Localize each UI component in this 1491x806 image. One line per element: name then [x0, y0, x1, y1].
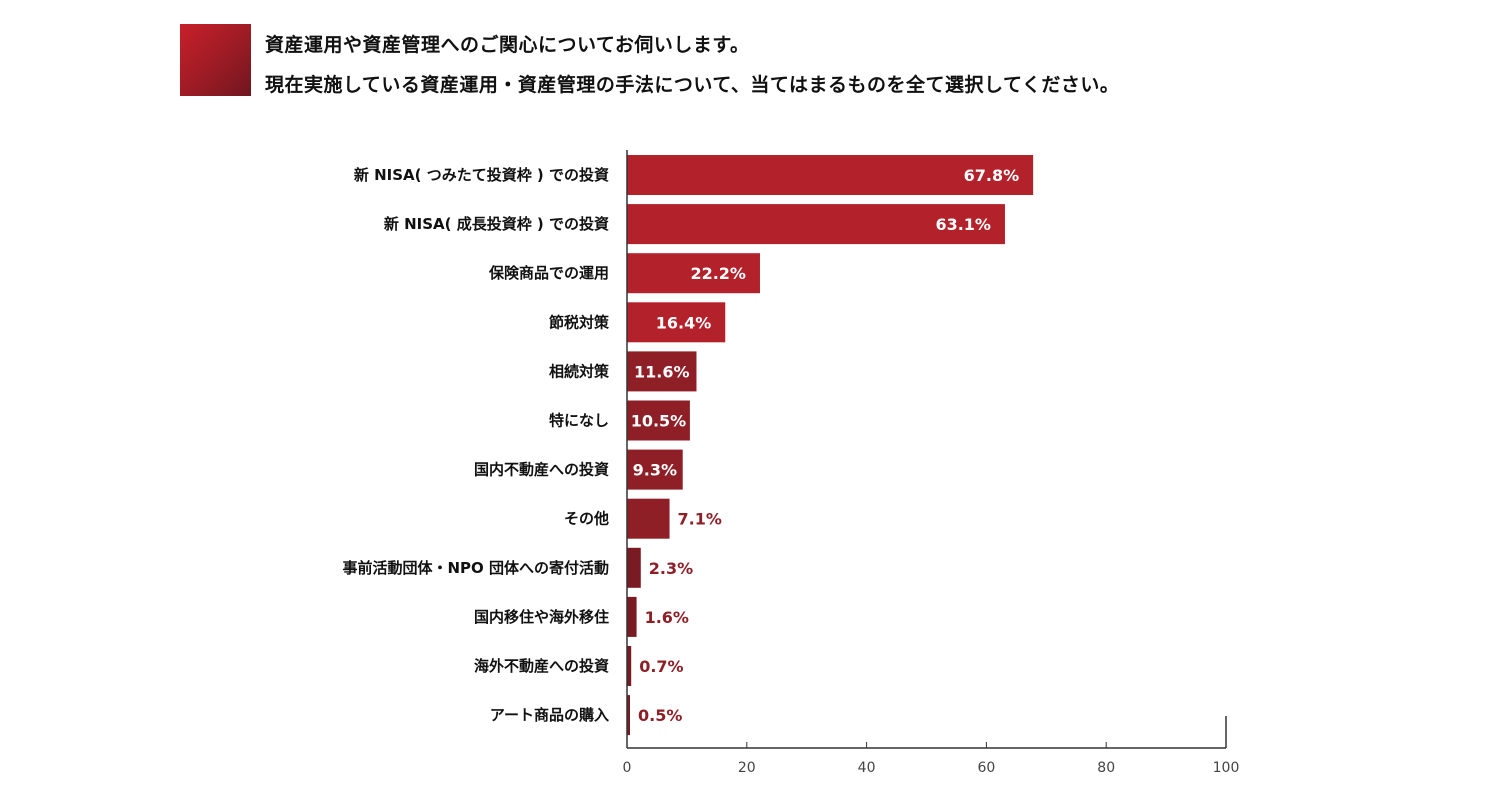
bar: [627, 253, 760, 294]
data-label: 11.6%: [634, 362, 690, 381]
x-tick-label: 100: [1213, 760, 1240, 776]
category-label: 保険商品での運用: [488, 264, 609, 282]
data-label: 63.1%: [935, 215, 991, 234]
data-label: 67.8%: [964, 166, 1020, 185]
x-tick-label: 60: [977, 760, 995, 776]
bar: [627, 351, 697, 392]
category-label: 海外不動産への投資: [474, 657, 609, 675]
bar: [627, 302, 726, 343]
data-label: 10.5%: [631, 412, 687, 431]
category-label: その他: [564, 510, 609, 528]
bar: [627, 695, 630, 736]
category-label: 特になし: [549, 412, 609, 430]
data-label: 9.3%: [633, 461, 677, 480]
data-label: 0.7%: [639, 657, 683, 676]
data-label: 16.4%: [656, 313, 712, 332]
data-label: 2.3%: [649, 559, 693, 578]
category-label: 新 NISA( つみたて投資枠 ) での投資: [354, 166, 609, 184]
header-accent-block: [180, 24, 251, 96]
category-label: 新 NISA( 成長投資枠 ) での投資: [384, 215, 609, 233]
bar: [627, 596, 637, 637]
bar: [627, 498, 670, 539]
category-label: 国内不動産への投資: [474, 461, 609, 479]
category-label: 相続対策: [549, 362, 610, 380]
x-tick-label: 40: [858, 760, 876, 776]
bar: [627, 155, 1034, 195]
category-label: 国内移住や海外移住: [474, 608, 609, 626]
bar: [627, 547, 641, 588]
data-label: 22.2%: [690, 264, 746, 283]
data-label: 0.5%: [638, 706, 682, 725]
category-label: 節税対策: [549, 313, 610, 331]
data-label: 7.1%: [678, 510, 722, 529]
data-label: 1.6%: [645, 608, 689, 627]
x-tick-label: 20: [738, 760, 756, 776]
category-label: 事前活動団体・NPO 団体への寄付活動: [342, 559, 609, 577]
bar: [627, 449, 683, 490]
question-line-1: 資産運用や資産管理へのご関心についてお伺いします。: [265, 34, 750, 56]
category-label: アート商品の購入: [490, 706, 609, 724]
x-tick-label: 0: [623, 760, 632, 776]
bar: [627, 646, 632, 686]
x-tick-label: 80: [1097, 760, 1115, 776]
question-line-2: 現在実施している資産運用・資産管理の手法について、当てはまるものを全て選択してく…: [265, 74, 1120, 96]
bar: [627, 204, 1005, 245]
bar: [627, 400, 690, 441]
